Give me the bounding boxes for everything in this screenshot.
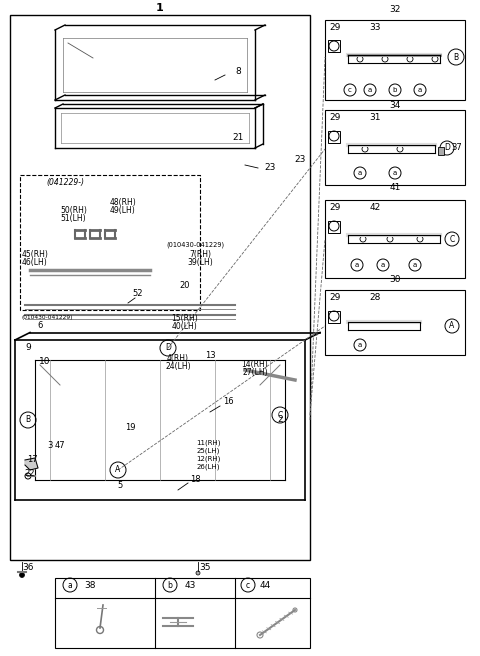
Text: 30: 30	[389, 276, 401, 285]
Text: a: a	[358, 170, 362, 176]
Polygon shape	[25, 458, 38, 470]
Circle shape	[432, 56, 438, 62]
Text: 1: 1	[156, 3, 164, 13]
Text: 43: 43	[184, 581, 196, 590]
Circle shape	[397, 146, 403, 152]
Circle shape	[20, 573, 24, 577]
Text: 10: 10	[39, 358, 51, 367]
Text: 3: 3	[48, 440, 53, 449]
Text: 34: 34	[389, 100, 401, 110]
Text: 9: 9	[25, 344, 31, 352]
Text: 46(LH): 46(LH)	[22, 258, 48, 268]
Text: 15(RH): 15(RH)	[172, 314, 198, 323]
Text: 38: 38	[84, 581, 96, 590]
Circle shape	[362, 146, 368, 152]
Text: B: B	[454, 52, 458, 62]
Text: 16: 16	[223, 398, 233, 407]
Text: 50(RH): 50(RH)	[60, 205, 87, 215]
Text: c: c	[246, 581, 250, 590]
Text: (010430-041229): (010430-041229)	[166, 242, 224, 248]
Text: 39(LH): 39(LH)	[187, 258, 213, 266]
Text: 29: 29	[329, 293, 341, 302]
Text: (010430-041229): (010430-041229)	[22, 316, 73, 321]
Text: 13: 13	[204, 350, 216, 359]
Text: b: b	[168, 581, 172, 590]
Text: a: a	[368, 87, 372, 93]
Text: D: D	[165, 344, 171, 352]
Text: D: D	[444, 144, 450, 152]
Text: 45(RH): 45(RH)	[22, 251, 49, 260]
Text: 23: 23	[294, 155, 306, 165]
Text: a: a	[413, 262, 417, 268]
Text: C: C	[449, 234, 455, 243]
Text: 29: 29	[329, 24, 341, 33]
Circle shape	[387, 236, 393, 242]
Text: B: B	[25, 415, 31, 424]
Text: 28: 28	[369, 293, 381, 302]
Bar	[328, 131, 340, 143]
Text: a: a	[358, 342, 362, 348]
Text: 26(LH): 26(LH)	[196, 464, 220, 470]
Text: 51(LH): 51(LH)	[60, 213, 85, 222]
Bar	[328, 311, 340, 323]
Text: 37: 37	[452, 144, 462, 152]
Text: 33: 33	[369, 24, 381, 33]
Text: 42: 42	[370, 203, 381, 213]
Circle shape	[407, 56, 413, 62]
Text: c: c	[348, 87, 352, 93]
Circle shape	[196, 571, 200, 575]
Text: 25(LH): 25(LH)	[196, 448, 220, 454]
Text: 24(LH): 24(LH)	[165, 361, 191, 371]
Text: 41: 41	[389, 184, 401, 192]
Text: 40(LH): 40(LH)	[172, 321, 198, 331]
Text: a: a	[381, 262, 385, 268]
Text: 29: 29	[329, 113, 341, 123]
Text: 11(RH): 11(RH)	[196, 440, 220, 446]
Text: 52: 52	[133, 289, 143, 298]
Text: 32: 32	[389, 5, 401, 14]
Text: 21: 21	[232, 133, 244, 142]
Text: 14(RH): 14(RH)	[241, 361, 268, 369]
Text: C: C	[277, 411, 283, 419]
Text: 5: 5	[118, 480, 122, 489]
Text: A: A	[115, 466, 120, 474]
Text: 7(RH): 7(RH)	[189, 249, 211, 258]
Text: a: a	[355, 262, 359, 268]
Bar	[328, 221, 340, 233]
Text: a: a	[68, 581, 72, 590]
Text: 48(RH): 48(RH)	[110, 197, 137, 207]
Text: 19: 19	[125, 424, 135, 432]
Text: 6: 6	[37, 321, 43, 331]
Text: 2: 2	[277, 415, 283, 424]
Text: 8: 8	[235, 68, 241, 77]
Text: 17: 17	[27, 455, 37, 464]
Text: 49(LH): 49(LH)	[110, 205, 136, 215]
Text: b: b	[393, 87, 397, 93]
Text: a: a	[418, 87, 422, 93]
Text: 12(RH): 12(RH)	[196, 456, 220, 462]
Text: (041229-): (041229-)	[46, 178, 84, 186]
Text: 36: 36	[22, 564, 34, 573]
Text: 47: 47	[55, 440, 65, 449]
Text: 23: 23	[264, 163, 276, 173]
Text: 31: 31	[369, 113, 381, 123]
Text: 44: 44	[259, 581, 271, 590]
Circle shape	[382, 56, 388, 62]
Text: A: A	[449, 321, 455, 331]
Text: 27(LH): 27(LH)	[242, 369, 268, 377]
Text: 20: 20	[180, 281, 190, 289]
Bar	[438, 147, 444, 155]
Text: 22: 22	[25, 468, 35, 478]
Text: a: a	[393, 170, 397, 176]
Text: 4(RH): 4(RH)	[167, 354, 189, 363]
Text: 35: 35	[199, 564, 211, 573]
Circle shape	[357, 56, 363, 62]
Circle shape	[360, 236, 366, 242]
Text: 18: 18	[190, 476, 200, 485]
Bar	[328, 40, 340, 52]
Circle shape	[417, 236, 423, 242]
Text: 29: 29	[329, 203, 341, 213]
